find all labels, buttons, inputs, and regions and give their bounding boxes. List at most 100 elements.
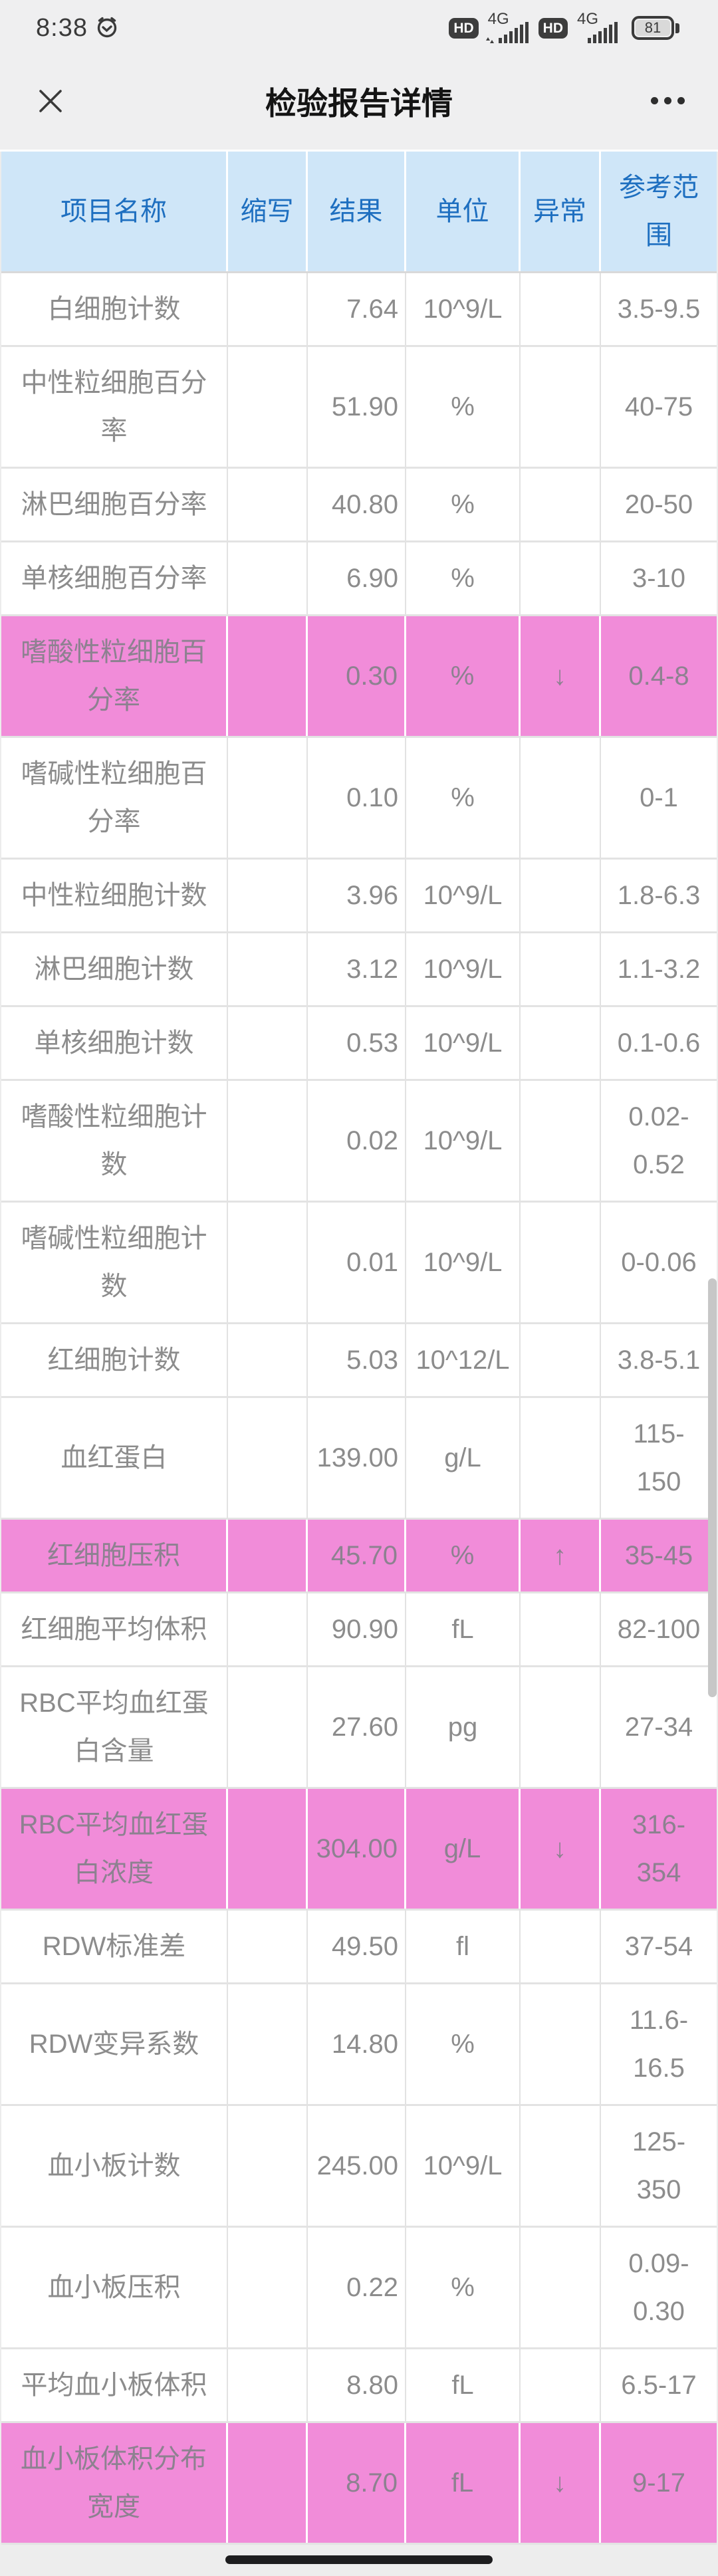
cell-abnormal-arrow bbox=[521, 2106, 601, 2226]
cell-result: 245.00 bbox=[308, 2106, 406, 2226]
cell-abnormal-arrow bbox=[521, 2228, 601, 2347]
cell-unit: 10^9/L bbox=[406, 1203, 521, 1322]
cell-reference-range: 0.09-0.30 bbox=[628, 2249, 689, 2326]
network-signal-1: 4G bbox=[485, 10, 529, 45]
cell-abbreviation bbox=[228, 347, 308, 467]
cell-unit: % bbox=[406, 2228, 521, 2347]
table-row: 嗜酸性粒细胞计数 0.02 10^9/L 0.02-0.52 bbox=[1, 1081, 717, 1203]
cell-reference-range: 11.6-16.5 bbox=[629, 2006, 689, 2083]
table-row: 嗜碱性粒细胞计数 0.01 10^9/L 0-0.06 bbox=[1, 1203, 717, 1324]
table-header-row: 项目名称 缩写 结果 单位 异常 参考范围 bbox=[1, 152, 717, 273]
cell-reference-range: 316-354 bbox=[601, 1789, 717, 1909]
cell-unit: % bbox=[406, 616, 521, 736]
column-header-unit: 单位 bbox=[406, 152, 521, 271]
cell-unit: 10^9/L bbox=[406, 273, 521, 345]
scrollbar-thumb[interactable] bbox=[708, 1278, 717, 1697]
network-signal-2: 4G bbox=[577, 10, 618, 45]
table-row: 红细胞计数 5.03 10^12/L 3.8-5.1 bbox=[1, 1324, 717, 1398]
cell-reference-range: 0.4-8 bbox=[601, 616, 717, 736]
cell-reference-range: 1.1-3.2 bbox=[617, 955, 701, 984]
cell-abbreviation bbox=[228, 1081, 308, 1201]
cell-item-name: RDW变异系数 bbox=[1, 1984, 228, 2104]
table-row: 白细胞计数 7.64 10^9/L 3.5-9.5 bbox=[1, 273, 717, 347]
cell-abnormal-arrow: ↑ bbox=[521, 1520, 601, 1591]
table-row: 淋巴细胞百分率 40.80 % 20-50 bbox=[1, 469, 717, 542]
cell-abbreviation bbox=[228, 2349, 308, 2421]
cell-unit: 10^9/L bbox=[406, 1007, 521, 1079]
status-bar: 8:38 HD 4G bbox=[0, 0, 718, 52]
cell-abnormal-arrow bbox=[521, 469, 601, 540]
bottom-gesture-area bbox=[0, 2545, 718, 2576]
more-ellipsis-icon bbox=[650, 97, 685, 104]
cell-result: 8.70 bbox=[308, 2423, 406, 2543]
cell-item-name: 红细胞压积 bbox=[1, 1520, 228, 1591]
column-header-item-name: 项目名称 bbox=[1, 152, 228, 271]
cell-abnormal-arrow: ↓ bbox=[521, 2423, 601, 2543]
more-button[interactable] bbox=[646, 80, 689, 122]
close-button[interactable] bbox=[29, 80, 72, 122]
cell-abbreviation bbox=[228, 1593, 308, 1665]
cell-unit: % bbox=[406, 542, 521, 614]
cell-abnormal-arrow bbox=[521, 1203, 601, 1322]
cell-unit: % bbox=[406, 469, 521, 540]
cell-reference-range: 115-150 bbox=[633, 1419, 685, 1496]
cell-abnormal-arrow bbox=[521, 933, 601, 1005]
status-left: 8:38 bbox=[36, 14, 120, 43]
cell-abbreviation bbox=[228, 1520, 308, 1591]
home-indicator-bar[interactable] bbox=[225, 2555, 493, 2564]
cell-unit: fl bbox=[406, 1911, 521, 1982]
cell-item-name: 单核细胞计数 bbox=[1, 1007, 228, 1079]
cell-abbreviation bbox=[228, 1203, 308, 1322]
cell-item-name: 白细胞计数 bbox=[1, 273, 228, 345]
cell-item-name: 淋巴细胞百分率 bbox=[1, 469, 228, 540]
cell-abbreviation bbox=[228, 542, 308, 614]
cell-unit: fL bbox=[406, 2423, 521, 2543]
cell-result: 8.80 bbox=[308, 2349, 406, 2421]
cell-result: 27.60 bbox=[308, 1667, 406, 1787]
cell-result: 0.22 bbox=[308, 2228, 406, 2347]
cell-result: 14.80 bbox=[308, 1984, 406, 2104]
table-row: 淋巴细胞计数 3.12 10^9/L 1.1-3.2 bbox=[1, 933, 717, 1007]
cell-unit: % bbox=[406, 347, 521, 467]
status-right: HD 4G HD 4G bbox=[449, 10, 679, 45]
cell-item-name: 血小板压积 bbox=[1, 2228, 228, 2347]
cell-reference-range: 37-54 bbox=[624, 1932, 693, 1961]
cell-result: 0.01 bbox=[308, 1203, 406, 1322]
cell-abbreviation bbox=[228, 1911, 308, 1982]
cell-abnormal-arrow bbox=[521, 1984, 601, 2104]
cell-unit: % bbox=[406, 738, 521, 858]
table-row: 单核细胞计数 0.53 10^9/L 0.1-0.6 bbox=[1, 1007, 717, 1081]
cell-unit: % bbox=[406, 1984, 521, 2104]
table-row: RBC平均血红蛋白浓度 304.00 g/L ↓ 316-354 bbox=[1, 1789, 717, 1911]
cell-result: 51.90 bbox=[308, 347, 406, 467]
cell-abbreviation bbox=[228, 2228, 308, 2347]
cell-abnormal-arrow bbox=[521, 1081, 601, 1201]
cell-item-name: 嗜碱性粒细胞计数 bbox=[1, 1203, 228, 1322]
table-row: 血小板压积 0.22 % 0.09-0.30 bbox=[1, 2228, 717, 2349]
table-row: 中性粒细胞计数 3.96 10^9/L 1.8-6.3 bbox=[1, 860, 717, 933]
cell-abnormal-arrow bbox=[521, 2349, 601, 2421]
cell-abnormal-arrow bbox=[521, 738, 601, 858]
table-row: RBC平均血红蛋白含量 27.60 pg 27-34 bbox=[1, 1667, 717, 1789]
network-type-label-2: 4G bbox=[577, 10, 599, 28]
cell-item-name: 红细胞计数 bbox=[1, 1324, 228, 1396]
network-type-label-1: 4G bbox=[487, 10, 509, 28]
cell-reference-range: 9-17 bbox=[601, 2423, 717, 2543]
cell-result: 0.30 bbox=[308, 616, 406, 736]
cell-abbreviation bbox=[228, 1007, 308, 1079]
table-row: 中性粒细胞百分率 51.90 % 40-75 bbox=[1, 347, 717, 469]
alarm-clock-icon bbox=[94, 14, 120, 43]
cell-reference-range: 125-350 bbox=[632, 2127, 686, 2204]
table-row: 血小板体积分布宽度 8.70 fL ↓ 9-17 bbox=[1, 2423, 717, 2545]
cell-item-name: 嗜酸性粒细胞计数 bbox=[1, 1081, 228, 1201]
cell-abnormal-arrow bbox=[521, 860, 601, 931]
cell-result: 3.12 bbox=[308, 933, 406, 1005]
signal-bars-icon bbox=[498, 22, 529, 43]
cell-reference-range: 0.1-0.6 bbox=[617, 1028, 701, 1058]
table-row: 血红蛋白 139.00 g/L 115-150 bbox=[1, 1398, 717, 1520]
cell-abbreviation bbox=[228, 2106, 308, 2226]
cell-reference-range: 1.8-6.3 bbox=[617, 881, 701, 910]
cell-abbreviation bbox=[228, 1984, 308, 2104]
cell-abbreviation bbox=[228, 1324, 308, 1396]
column-header-result: 结果 bbox=[308, 152, 406, 271]
